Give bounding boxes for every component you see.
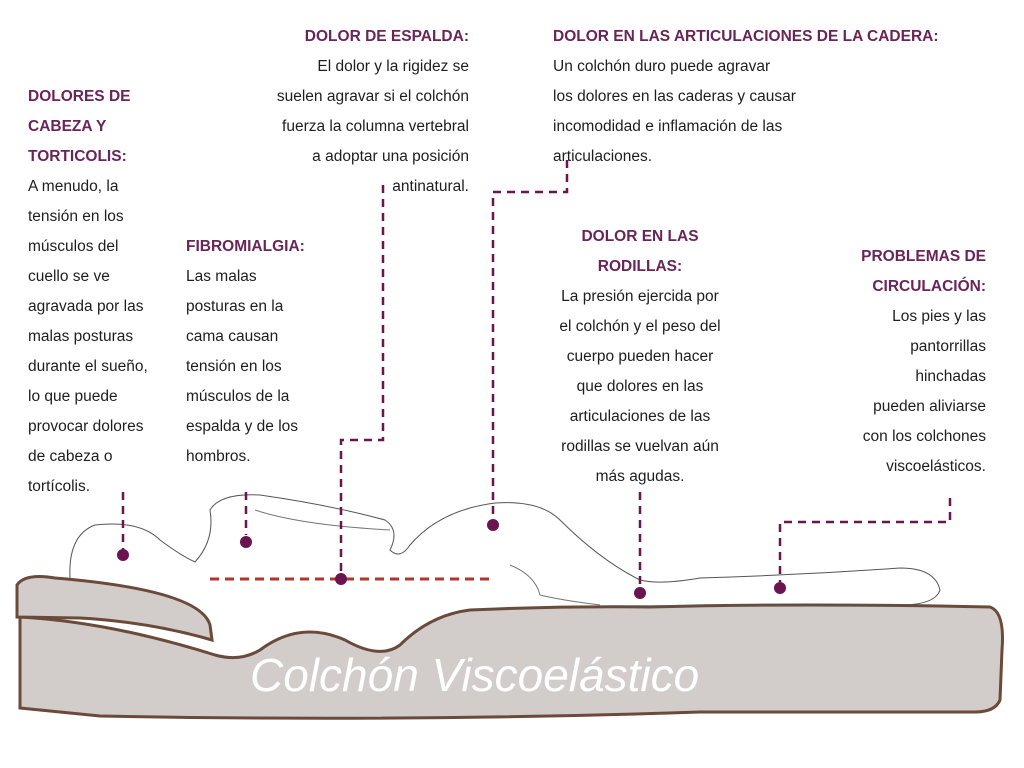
- callout-knee: DOLOR EN LAS RODILLAS: La presión ejerci…: [520, 222, 760, 492]
- marker-back: [335, 573, 347, 585]
- marker-hip: [487, 519, 499, 531]
- callout-hip: DOLOR EN LAS ARTICULACIONES DE LA CADERA…: [553, 22, 1013, 172]
- marker-circulation: [774, 582, 786, 594]
- callout-circulation: PROBLEMAS DE CIRCULACIÓN: Los pies y las…: [820, 242, 986, 482]
- marker-fibro: [240, 536, 252, 548]
- callout-fibromyalgia: FIBROMIALGIA: Las malas posturas en la c…: [186, 232, 336, 472]
- marker-head: [117, 549, 129, 561]
- mattress-body: [18, 603, 1004, 720]
- leader-hip: [491, 160, 569, 520]
- callout-text: Las malas posturas en la cama causan ten…: [186, 268, 299, 465]
- arm-outline: [254, 509, 391, 531]
- mattress-label: Colchón Viscoelástico: [250, 649, 700, 701]
- callout-title: FIBROMIALGIA:: [186, 238, 305, 255]
- callout-title: DOLORES DE CABEZA Y TORTICOLIS:: [28, 88, 131, 165]
- callout-head: DOLORES DE CABEZA Y TORTICOLIS: A menudo…: [28, 82, 188, 502]
- callout-title: PROBLEMAS DE CIRCULACIÓN:: [861, 248, 986, 295]
- callout-back: DOLOR DE ESPALDA: El dolor y la rigidez …: [220, 22, 469, 202]
- marker-knee: [634, 587, 646, 599]
- callout-text: Un colchón duro puede agravar los dolore…: [553, 58, 796, 165]
- callout-text: A menudo, la tensión en los músculos del…: [28, 178, 148, 495]
- leader-circulation: [778, 498, 952, 582]
- hip-outline: [509, 564, 601, 606]
- callout-text: La presión ejercida por el colchón y el …: [559, 288, 721, 485]
- callout-text: El dolor y la rigidez se suelen agravar …: [276, 58, 469, 195]
- callout-title: DOLOR EN LAS RODILLAS:: [581, 228, 699, 275]
- leader-back: [339, 185, 385, 575]
- body-outline: [69, 494, 941, 607]
- callout-title: DOLOR EN LAS ARTICULACIONES DE LA CADERA…: [553, 28, 939, 45]
- pillow: [15, 575, 214, 643]
- callout-text: Los pies y las pantorrillas hinchadas pu…: [862, 308, 986, 475]
- callout-title: DOLOR DE ESPALDA:: [304, 28, 469, 45]
